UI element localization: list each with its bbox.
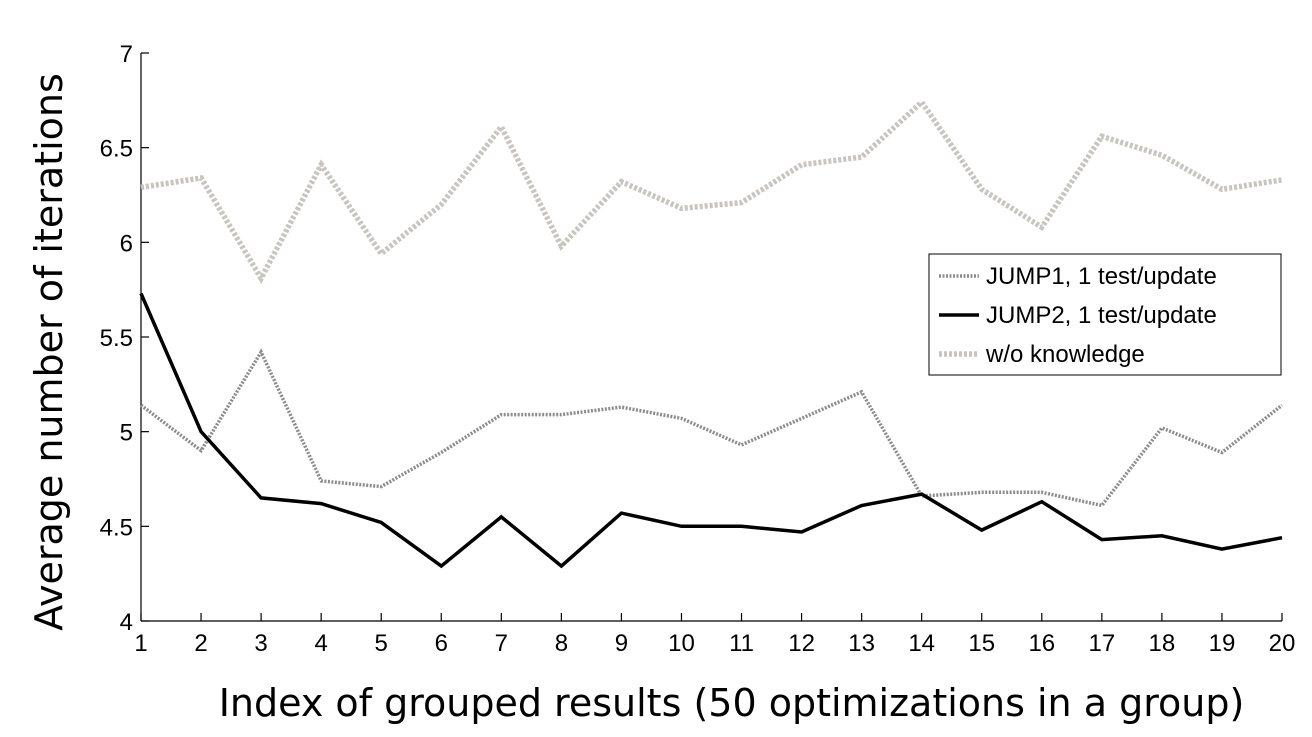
y-tick-label: 7 — [120, 41, 133, 68]
x-tick-label: 14 — [908, 630, 935, 657]
x-tick-label: 6 — [435, 630, 448, 657]
y-tick-label: 6 — [120, 230, 133, 257]
x-tick-label: 3 — [254, 630, 267, 657]
x-tick-label: 18 — [1149, 630, 1176, 657]
x-tick-label: 8 — [555, 630, 568, 657]
x-tick-label: 17 — [1088, 630, 1115, 657]
y-axis-ticks: 4 4.5 5 5.5 6 6.5 7 — [100, 41, 149, 636]
series-line-2 — [140, 98, 1283, 284]
x-axis-ticks: 1 2 3 4 5 6 7 8 9 10 11 12 13 14 15 16 17 18 19 20 — [134, 613, 1295, 657]
x-tick-label: 9 — [615, 630, 628, 657]
x-tick-label: 19 — [1209, 630, 1236, 657]
x-tick-label: 11 — [729, 630, 754, 657]
legend-label: w/o knowledge — [985, 341, 1145, 368]
x-tick-label: 7 — [495, 630, 508, 657]
y-axis-label: Average number of iterations — [27, 73, 71, 631]
y-tick-label: 5.5 — [100, 325, 133, 352]
x-tick-label: 15 — [968, 630, 995, 657]
x-tick-label: 12 — [788, 630, 815, 657]
legend-label: JUMP1, 1 test/update — [986, 263, 1217, 290]
y-tick-label: 5 — [120, 420, 133, 447]
x-tick-label: 5 — [375, 630, 388, 657]
series-line-1 — [139, 292, 1283, 569]
series-layer — [139, 98, 1284, 569]
legend: JUMP1, 1 test/update JUMP2, 1 test/update… — [928, 253, 1282, 376]
x-tick-label: 1 — [134, 630, 147, 657]
x-tick-label: 16 — [1028, 630, 1055, 657]
x-tick-label: 10 — [668, 630, 695, 657]
x-tick-label: 4 — [314, 630, 327, 657]
x-tick-label: 20 — [1269, 630, 1296, 657]
y-tick-label: 4 — [120, 609, 133, 636]
y-tick-label: 6.5 — [100, 136, 133, 163]
x-tick-label: 13 — [848, 630, 875, 657]
legend-box — [928, 253, 1282, 376]
legend-label: JUMP2, 1 test/update — [986, 302, 1217, 329]
y-tick-label: 4.5 — [100, 514, 133, 541]
x-tick-label: 2 — [194, 630, 207, 657]
x-axis-label: Index of grouped results (50 optimizatio… — [219, 681, 1245, 725]
